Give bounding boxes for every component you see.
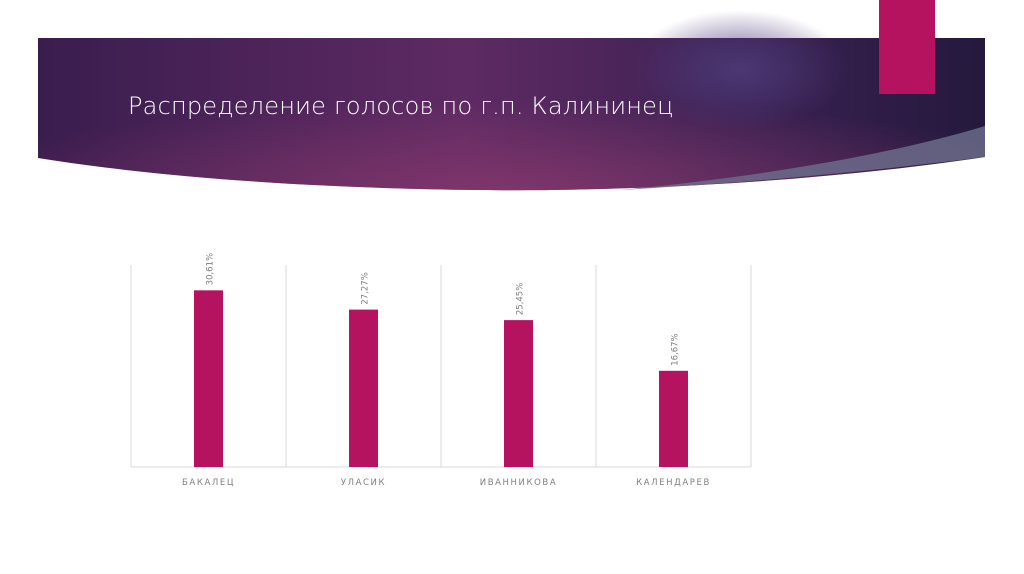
data-label: 27,27% — [361, 272, 371, 304]
category-label: ИВАННИКОВА — [480, 478, 558, 488]
bar — [349, 309, 378, 467]
accent-tab — [879, 0, 935, 94]
bar — [504, 320, 533, 467]
category-label: УЛАСИК — [341, 478, 386, 488]
banner-glow-high — [630, 10, 850, 130]
slide-title: Распределение голосов по г.п. Калининец — [128, 92, 674, 120]
bar — [659, 370, 688, 467]
category-label: БАКАЛЕЦ — [182, 478, 235, 488]
data-label: 25,45% — [516, 283, 526, 315]
data-label: 30,61% — [206, 253, 216, 285]
bar — [194, 290, 223, 467]
banner-edge-sweep — [620, 126, 985, 190]
category-label: КАЛЕНДАРЕВ — [636, 478, 711, 488]
data-label: 16,67% — [671, 333, 681, 365]
